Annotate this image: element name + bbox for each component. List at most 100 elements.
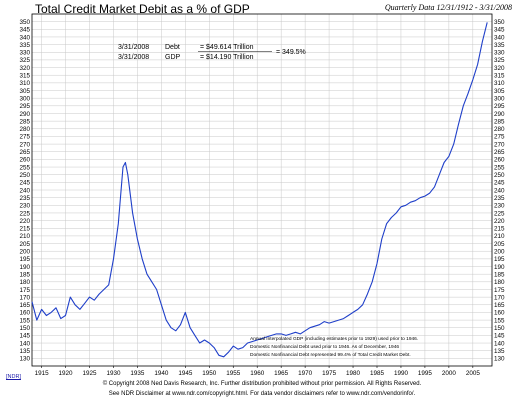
y-tick-label-left: 305	[19, 88, 30, 95]
y-tick-label-right: 290	[494, 111, 505, 118]
y-tick-label-right: 220	[494, 218, 505, 225]
y-tick-label-right: 350	[494, 19, 505, 26]
x-tick-label: 2000	[442, 370, 457, 377]
chart-note: Domestic Nonfinancial Debt used prior to…	[250, 344, 399, 350]
y-tick-label-right: 165	[494, 302, 505, 309]
y-tick-label-left: 155	[19, 317, 30, 324]
y-tick-label-left: 315	[19, 73, 30, 80]
y-tick-label-right: 245	[494, 180, 505, 187]
annotation-gdp-date: 3/31/2008	[118, 54, 149, 61]
y-tick-label-left: 300	[19, 95, 30, 102]
y-tick-label-right: 210	[494, 233, 505, 240]
y-tick-label-left: 220	[19, 218, 30, 225]
y-tick-label-right: 300	[494, 95, 505, 102]
y-tick-label-right: 190	[494, 264, 505, 271]
y-tick-label-right: 250	[494, 172, 505, 179]
chart-note: Annual Interpolated GDP (including estim…	[250, 336, 418, 342]
y-tick-label-left: 170	[19, 294, 30, 301]
y-tick-label-right: 215	[494, 226, 505, 233]
y-tick-label-right: 340	[494, 34, 505, 41]
y-tick-label-right: 275	[494, 134, 505, 141]
x-tick-label: 1940	[154, 370, 169, 377]
y-tick-label-left: 335	[19, 42, 30, 49]
y-tick-label-left: 135	[19, 348, 30, 355]
y-tick-label-right: 310	[494, 80, 505, 87]
annotation-gdp-value: = $14.190 Trillion	[200, 54, 254, 61]
y-tick-label-right: 315	[494, 73, 505, 80]
annotation-debt-value: = $49.614 Trillion	[200, 44, 254, 51]
y-tick-label-left: 175	[19, 287, 30, 294]
y-tick-label-left: 200	[19, 249, 30, 256]
y-tick-label-left: 215	[19, 226, 30, 233]
annotation-gdp-label: GDP	[165, 54, 181, 61]
y-tick-label-right: 205	[494, 241, 505, 248]
y-tick-label-right: 330	[494, 50, 505, 57]
series-line	[31, 22, 488, 358]
y-tick-label-left: 260	[19, 157, 30, 164]
y-tick-label-left: 250	[19, 172, 30, 179]
y-tick-label-left: 160	[19, 310, 30, 317]
x-tick-label: 1985	[370, 370, 385, 377]
y-tick-label-left: 275	[19, 134, 30, 141]
y-tick-label-left: 240	[19, 187, 30, 194]
y-tick-label-left: 265	[19, 149, 30, 156]
y-tick-label-right: 195	[494, 256, 505, 263]
y-tick-label-left: 340	[19, 34, 30, 41]
y-tick-label-right: 240	[494, 187, 505, 194]
y-tick-label-right: 265	[494, 149, 505, 156]
ndr-logo[interactable]: [NDR]	[6, 374, 21, 380]
y-tick-label-left: 320	[19, 65, 30, 72]
annotation-ratio: = 349.5%	[276, 49, 306, 56]
y-tick-label-right: 155	[494, 317, 505, 324]
x-tick-label: 1930	[106, 370, 121, 377]
y-tick-label-left: 140	[19, 340, 30, 347]
y-tick-label-left: 195	[19, 256, 30, 263]
x-tick-label: 1965	[274, 370, 289, 377]
plot-frame	[31, 13, 493, 367]
y-tick-label-right: 200	[494, 249, 505, 256]
y-tick-label-left: 145	[19, 333, 30, 340]
y-tick-label-right: 170	[494, 294, 505, 301]
y-tick-label-left: 150	[19, 325, 30, 332]
x-tick-label: 1980	[346, 370, 361, 377]
y-tick-label-left: 350	[19, 19, 30, 26]
y-tick-label-left: 180	[19, 279, 30, 286]
y-tick-label-left: 210	[19, 233, 30, 240]
y-tick-label-right: 150	[494, 325, 505, 332]
y-tick-label-left: 270	[19, 141, 30, 148]
y-tick-label-left: 235	[19, 195, 30, 202]
chart-subtitle: Quarterly Data 12/31/1912 - 3/31/2008	[384, 3, 512, 12]
y-tick-label-left: 330	[19, 50, 30, 57]
y-tick-label-right: 185	[494, 271, 505, 278]
y-tick-label-right: 320	[494, 65, 505, 72]
x-tick-label: 1950	[202, 370, 217, 377]
annotation-debt-date: 3/31/2008	[118, 44, 149, 51]
y-tick-label-left: 295	[19, 103, 30, 110]
x-tick-label: 1995	[418, 370, 433, 377]
y-tick-label-left: 345	[19, 27, 30, 34]
y-tick-label-left: 165	[19, 302, 30, 309]
y-tick-label-right: 140	[494, 340, 505, 347]
x-tick-label: 1915	[35, 370, 50, 377]
chart-title: Total Credit Market Debit as a % of GDP	[35, 2, 250, 16]
y-tick-label-right: 230	[494, 203, 505, 210]
y-tick-label-left: 225	[19, 210, 30, 217]
x-tick-label: 1955	[226, 370, 241, 377]
y-tick-label-left: 230	[19, 203, 30, 210]
y-tick-label-right: 130	[494, 356, 505, 363]
y-tick-label-right: 280	[494, 126, 505, 133]
x-tick-label: 2005	[466, 370, 481, 377]
y-tick-label-right: 235	[494, 195, 505, 202]
y-tick-label-right: 335	[494, 42, 505, 49]
y-tick-label-right: 135	[494, 348, 505, 355]
x-tick-label: 1960	[250, 370, 265, 377]
y-tick-label-left: 245	[19, 180, 30, 187]
y-tick-label-right: 225	[494, 210, 505, 217]
y-tick-label-right: 145	[494, 333, 505, 340]
y-tick-label-right: 260	[494, 157, 505, 164]
y-tick-label-left: 280	[19, 126, 30, 133]
y-tick-label-left: 310	[19, 80, 30, 87]
y-tick-label-left: 190	[19, 264, 30, 271]
y-tick-label-left: 325	[19, 57, 30, 64]
disclaimer-text[interactable]: See NDR Disclaimer at www.ndr.com/copyri…	[108, 391, 416, 397]
